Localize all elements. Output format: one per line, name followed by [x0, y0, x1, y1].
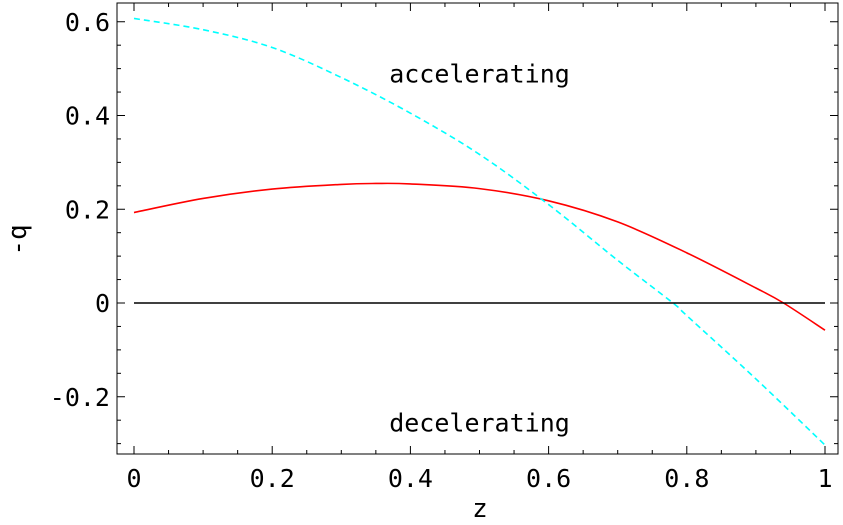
x-axis-label: z [472, 494, 488, 524]
axis-ticks [117, 3, 838, 454]
x-tick-label: 0.2 [250, 464, 295, 493]
plot-frame [116, 2, 839, 455]
y-tick-label: 0.4 [65, 102, 110, 131]
annotation-accelerating: accelerating [389, 59, 570, 88]
series-red-line [133, 182, 826, 331]
y-tick-label: 0.6 [65, 8, 110, 37]
series-layer [133, 17, 826, 446]
y-tick-label: -0.2 [50, 383, 110, 412]
series-cyan-dashed-line [133, 17, 826, 446]
axis-tick-labels: 0 0.2 0.4 0.6 0.8 1 -0.2 0 0.2 0.4 0.6 [50, 8, 833, 493]
x-tick-label: 1 [817, 464, 832, 493]
x-tick-label: 0 [126, 464, 141, 493]
x-tick-label: 0.4 [388, 464, 433, 493]
y-tick-label: 0 [95, 289, 110, 318]
y-axis-label: -q [3, 224, 33, 255]
y-tick-label: 0.2 [65, 195, 110, 224]
annotations: accelerating decelerating [389, 59, 570, 437]
x-tick-label: 0.6 [526, 464, 571, 493]
x-tick-label: 0.8 [664, 464, 709, 493]
annotation-decelerating: decelerating [389, 409, 570, 438]
